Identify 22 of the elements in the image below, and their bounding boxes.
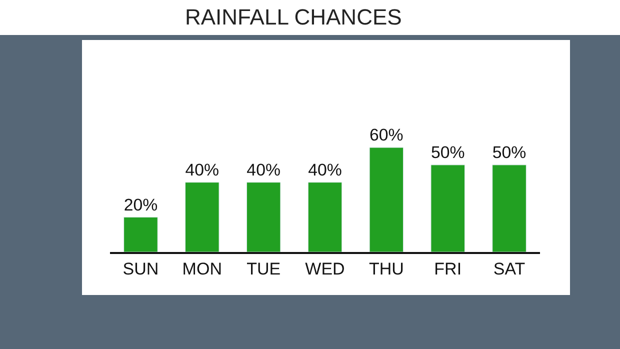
data-label: 50%	[492, 143, 526, 162]
bar	[430, 164, 465, 252]
bar	[246, 182, 281, 252]
bar	[492, 164, 526, 252]
data-label: 60%	[370, 126, 404, 145]
x-tick-label: MON	[182, 259, 222, 278]
bar	[308, 182, 342, 252]
x-tick-label: THU	[368, 259, 404, 278]
data-label: 40%	[246, 160, 280, 180]
x-tick-label: WED	[305, 259, 345, 278]
x-tick-label: FRI	[434, 259, 462, 278]
data-label: 20%	[124, 195, 158, 214]
data-label: 40%	[185, 160, 220, 180]
bar	[369, 147, 404, 252]
bar	[185, 182, 220, 252]
x-tick-label: SUN	[122, 259, 159, 278]
data-label: 50%	[430, 143, 465, 162]
bar	[124, 216, 158, 252]
chart-title: RAINFALL CHANCES	[185, 4, 402, 30]
x-tick-label: TUE	[246, 259, 281, 278]
data-label: 40%	[308, 160, 342, 180]
x-tick-label: SAT	[493, 259, 526, 278]
